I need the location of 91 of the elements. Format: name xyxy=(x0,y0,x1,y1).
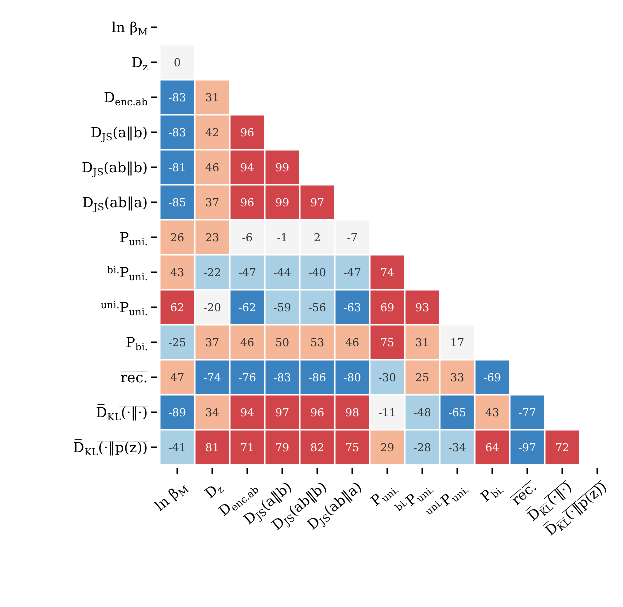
y-tick-label: D$_{JS}$(ab‖a) xyxy=(82,195,148,213)
data-label: 31 xyxy=(206,91,220,104)
data-label: -59 xyxy=(274,301,292,314)
data-label: -62 xyxy=(238,301,256,314)
data-label: 2 xyxy=(314,231,321,244)
y-tick-label: D$_{JS}$(a‖b) xyxy=(90,125,148,143)
data-label: 75 xyxy=(380,336,394,350)
data-label: 96 xyxy=(310,406,324,420)
data-label: 71 xyxy=(240,441,254,454)
data-label: -22 xyxy=(204,266,222,280)
data-label: -74 xyxy=(204,371,222,384)
data-label: 69 xyxy=(380,301,394,314)
data-label: 94 xyxy=(240,161,254,174)
data-label: -25 xyxy=(168,336,186,350)
data-label: 43 xyxy=(486,406,500,420)
data-label: 64 xyxy=(486,441,500,454)
y-tick-label: D̅$_{K̅L̅}$(̅·̅‖̅p̅(̅z̅)̅)̅ xyxy=(73,438,148,458)
data-label: 50 xyxy=(276,336,290,350)
data-label: 25 xyxy=(416,371,430,384)
y-tick-label: r̅e̅c̅.̅ xyxy=(120,370,148,386)
data-label: -85 xyxy=(168,196,186,210)
data-label: -41 xyxy=(168,441,186,454)
data-label: 72 xyxy=(556,441,570,454)
data-label: -65 xyxy=(448,406,466,420)
y-tick-label: P$_{bi.}$ xyxy=(126,335,148,353)
data-label: -83 xyxy=(168,91,186,104)
y-tick-label: ln β$_{M}$ xyxy=(112,20,148,38)
data-label: -40 xyxy=(308,266,326,280)
y-tick-label: $^{uni.}$P$_{uni.}$ xyxy=(100,300,148,318)
data-label: 0 xyxy=(174,56,181,70)
data-label: -6 xyxy=(242,231,253,244)
data-label: 29 xyxy=(380,441,394,454)
data-label: -28 xyxy=(414,441,432,454)
data-label: -83 xyxy=(168,126,186,140)
data-label: 81 xyxy=(206,441,220,454)
data-label: 46 xyxy=(240,336,254,350)
data-label: 96 xyxy=(240,196,254,210)
data-label: -86 xyxy=(308,371,326,384)
data-label: 75 xyxy=(346,441,360,454)
data-label: 26 xyxy=(170,231,184,244)
data-label: -44 xyxy=(274,266,292,280)
data-label: -11 xyxy=(378,406,396,420)
data-label: 23 xyxy=(206,231,220,244)
data-label: -89 xyxy=(168,406,186,420)
data-label: 93 xyxy=(416,301,430,314)
data-label: -77 xyxy=(518,406,536,420)
data-label: 99 xyxy=(276,196,290,210)
y-tick-label: D̅$_{K̅L̅}$(̅·̅‖̅·̅)̅ xyxy=(96,404,148,423)
data-label: 82 xyxy=(310,441,324,454)
data-label: 96 xyxy=(240,126,254,140)
data-label: 53 xyxy=(310,336,324,350)
data-label: 17 xyxy=(450,336,464,350)
data-label: -81 xyxy=(168,161,186,174)
data-label: 34 xyxy=(206,406,220,420)
data-label: 46 xyxy=(346,336,360,350)
y-tick-label: D$_{z}$ xyxy=(132,55,148,73)
data-label: -69 xyxy=(484,371,502,384)
data-label: -7 xyxy=(347,231,358,244)
data-label: 97 xyxy=(276,406,290,420)
data-label: 46 xyxy=(206,161,220,174)
data-label: -47 xyxy=(344,266,362,280)
data-label: -83 xyxy=(274,371,292,384)
data-label: 43 xyxy=(170,266,184,280)
y-tick-label: P$_{uni.}$ xyxy=(120,230,148,248)
data-label: 94 xyxy=(240,406,254,420)
data-label: 79 xyxy=(276,441,290,454)
data-label: 37 xyxy=(206,196,220,210)
data-label: 33 xyxy=(450,371,464,384)
data-label: 98 xyxy=(346,406,360,420)
data-label: 31 xyxy=(416,336,430,350)
data-label: 74 xyxy=(380,266,394,280)
data-label: -30 xyxy=(378,371,396,384)
data-label: 97 xyxy=(310,196,324,210)
data-label: -76 xyxy=(238,371,256,384)
data-label: 47 xyxy=(170,371,184,384)
data-label: 99 xyxy=(276,161,290,174)
data-label: -56 xyxy=(308,301,326,314)
data-label: -48 xyxy=(414,406,432,420)
data-label: -63 xyxy=(344,301,362,314)
data-label: 42 xyxy=(206,126,220,140)
data-label: 62 xyxy=(170,301,184,314)
y-tick-label: D$_{JS}$(ab‖b) xyxy=(82,160,148,178)
data-label: -47 xyxy=(238,266,256,280)
data-label: 37 xyxy=(206,336,220,350)
y-tick-label: $^{bi.}$P$_{uni.}$ xyxy=(107,264,148,283)
data-label: -34 xyxy=(448,441,466,454)
data-label: -80 xyxy=(344,371,362,384)
data-label: -97 xyxy=(518,441,536,454)
data-label: -20 xyxy=(204,301,222,314)
y-tick-label: D$_{enc.ab}$ xyxy=(104,90,148,108)
data-label: -1 xyxy=(277,231,288,244)
